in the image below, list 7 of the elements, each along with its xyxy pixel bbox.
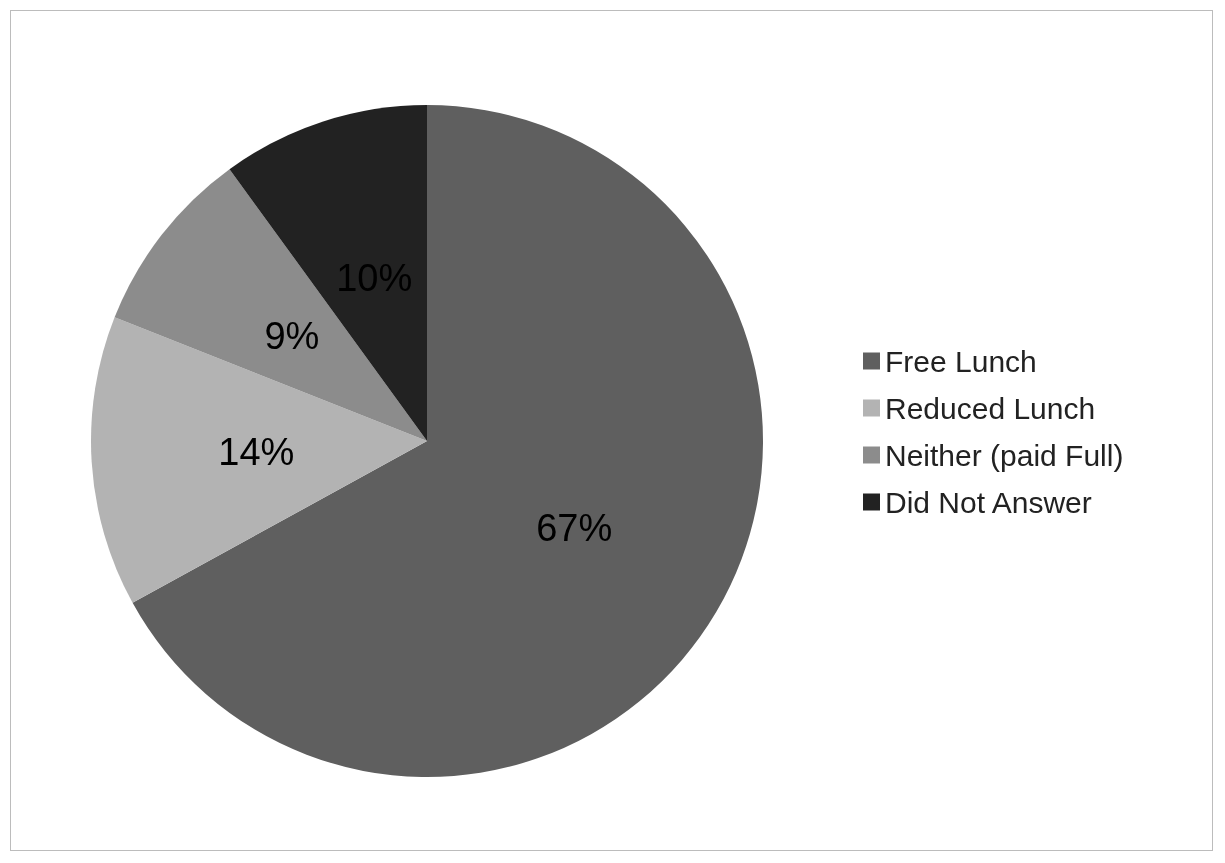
legend-label: Did Not Answer (885, 485, 1092, 519)
legend-label: Reduced Lunch (885, 391, 1096, 425)
data-label: 67% (536, 507, 613, 550)
data-label: 14% (218, 430, 295, 473)
legend-label: Neither (paid Full) (885, 438, 1124, 472)
data-label: 9% (264, 315, 320, 358)
legend-label: Free Lunch (885, 344, 1037, 378)
